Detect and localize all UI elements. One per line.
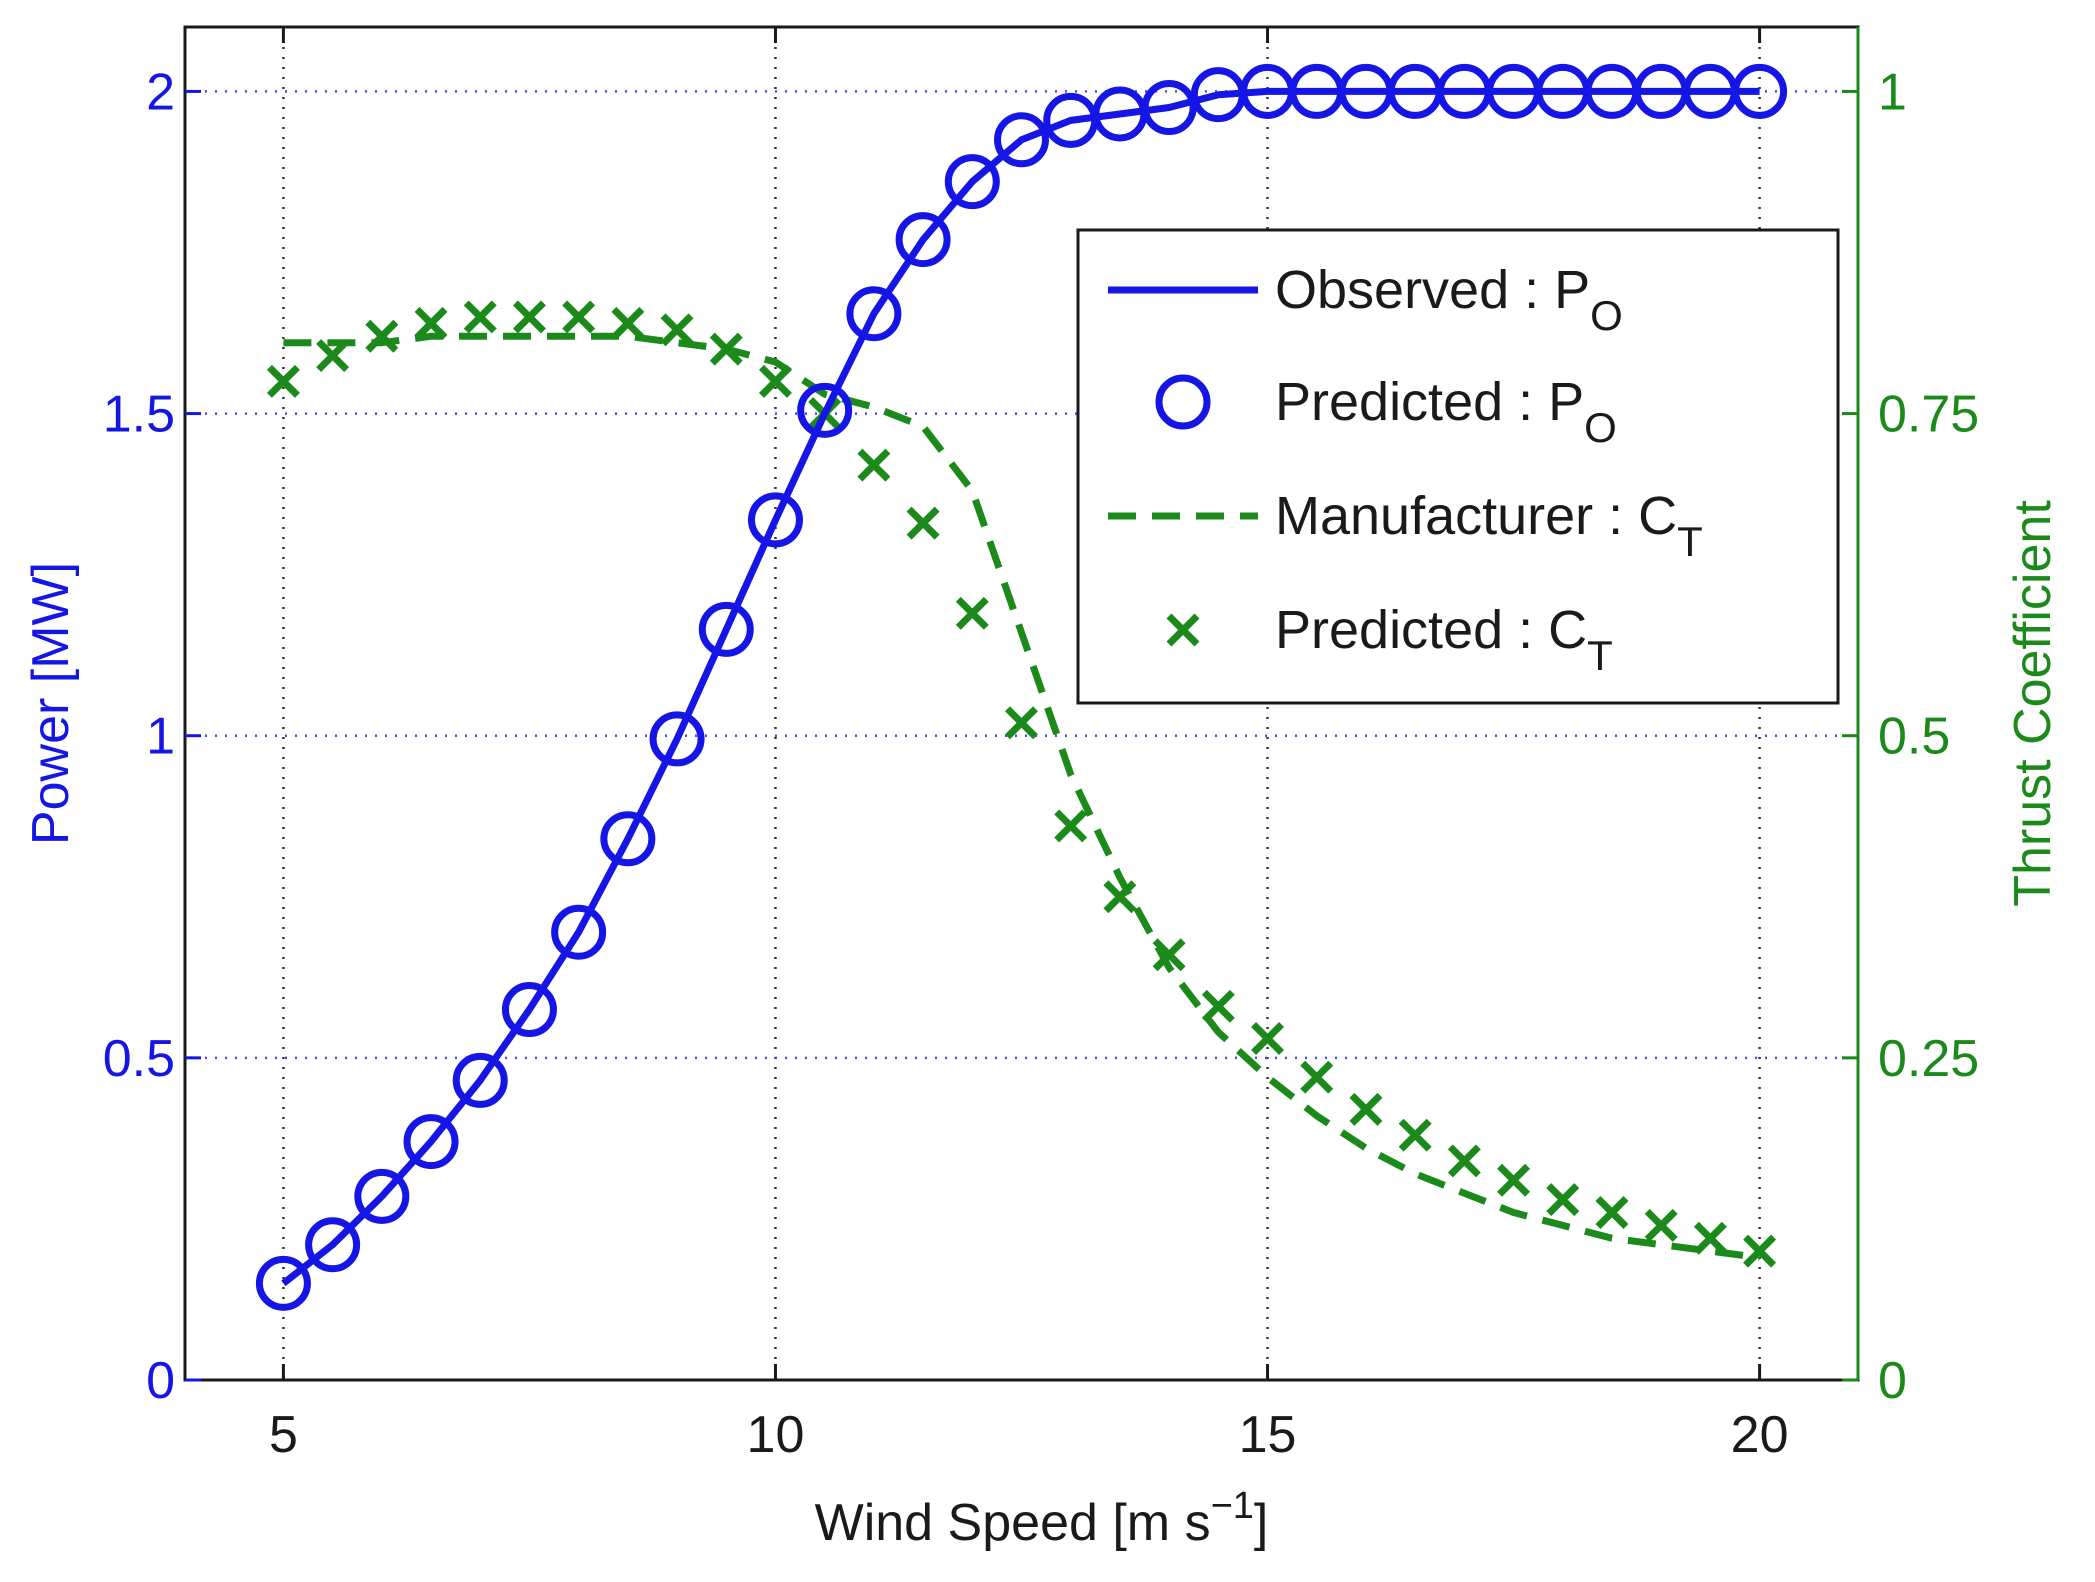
manufacturer-ct-line bbox=[283, 332, 1761, 1262]
predicted-po-marker bbox=[403, 1114, 459, 1170]
predicted-po-marker bbox=[797, 382, 853, 438]
predicted-ct-marker bbox=[758, 364, 792, 398]
predicted-ct-marker bbox=[1743, 1234, 1777, 1268]
legend-entry: Predicted : PO bbox=[1155, 372, 1617, 451]
predicted-po-marker bbox=[255, 1255, 311, 1311]
legend-label-main: Predicted : C bbox=[1275, 600, 1587, 660]
predicted-ct-marker bbox=[1447, 1144, 1481, 1178]
predicted-po-marker bbox=[846, 286, 902, 342]
legend-label: Manufacturer : CT bbox=[1275, 486, 1703, 565]
legend-label-subscript: T bbox=[1677, 518, 1703, 565]
x-tick-label: 15 bbox=[1239, 1406, 1297, 1464]
x-tick-label: 5 bbox=[269, 1406, 298, 1464]
predicted-ct-marker bbox=[660, 313, 694, 347]
predicted-ct-marker bbox=[1497, 1163, 1531, 1197]
legend-label-subscript: T bbox=[1587, 632, 1613, 679]
x-axis-title-superscript: −1 bbox=[1211, 1485, 1254, 1527]
x-tick-label: 10 bbox=[747, 1406, 805, 1464]
predicted-ct-marker bbox=[709, 332, 743, 366]
predicted-ct-marker bbox=[1349, 1092, 1383, 1126]
predicted-ct-marker bbox=[1693, 1221, 1727, 1255]
legend-label-subscript: O bbox=[1584, 404, 1617, 451]
predicted-ct-marker bbox=[1201, 989, 1235, 1023]
predicted-ct-marker bbox=[1595, 1196, 1629, 1229]
predicted-ct-marker bbox=[266, 364, 300, 398]
predicted-ct-marker bbox=[316, 339, 350, 373]
predicted-ct-marker bbox=[955, 596, 989, 630]
y-right-tick-label: 0.25 bbox=[1878, 1030, 1979, 1088]
predicted-ct-marker bbox=[414, 306, 448, 340]
predicted-po-marker bbox=[698, 601, 754, 657]
legend-entry: Manufacturer : CT bbox=[1108, 486, 1703, 565]
predicted-po-marker bbox=[1141, 80, 1197, 136]
predicted-ct-marker bbox=[1300, 1060, 1334, 1094]
predicted-ct-marker bbox=[611, 306, 645, 340]
y-right-tick-label: 0 bbox=[1878, 1352, 1907, 1410]
predicted-po-marker bbox=[1732, 63, 1788, 119]
y-left-tick-label: 0 bbox=[146, 1352, 175, 1410]
predicted-ct-marker bbox=[1103, 880, 1137, 914]
predicted-po-marker bbox=[501, 982, 557, 1038]
y-left-tick-label: 1.5 bbox=[103, 386, 175, 444]
legend-label: Predicted : CT bbox=[1275, 600, 1613, 679]
predicted-ct-marker bbox=[512, 300, 546, 334]
predicted-ct-marker bbox=[857, 448, 891, 482]
x-axis-title-main: Wind Speed [m s bbox=[815, 1494, 1211, 1552]
legend-entry: Predicted : CT bbox=[1166, 600, 1613, 679]
x-tick-label: 20 bbox=[1731, 1406, 1789, 1464]
y-right-tick-label: 0.75 bbox=[1878, 386, 1979, 444]
predicted-po-marker bbox=[551, 904, 607, 960]
y-left-tick-label: 2 bbox=[146, 63, 175, 121]
predicted-ct-marker bbox=[463, 300, 497, 334]
predicted-po-marker bbox=[994, 112, 1049, 168]
predicted-po-marker bbox=[747, 492, 803, 548]
predicted-ct-marker bbox=[1644, 1208, 1678, 1242]
y-left-tick-label: 0.5 bbox=[103, 1030, 175, 1088]
legend-label-subscript: O bbox=[1590, 292, 1623, 339]
y-axis-left-title: Power [MW] bbox=[22, 562, 80, 845]
legend-label-main: Predicted : P bbox=[1275, 372, 1584, 432]
legend-entry: Observed : PO bbox=[1108, 260, 1623, 339]
predicted-ct-marker bbox=[1005, 706, 1038, 740]
y-left-tick-label: 1 bbox=[146, 708, 175, 766]
legend-swatch-cross bbox=[1166, 613, 1200, 647]
predicted-po-marker bbox=[895, 212, 951, 268]
legend-swatch-circle bbox=[1155, 374, 1211, 430]
observed-po-line bbox=[281, 87, 1760, 1287]
predicted-po-marker bbox=[600, 811, 656, 867]
legend-label-main: Observed : P bbox=[1275, 260, 1590, 320]
predicted-po-marker bbox=[452, 1052, 508, 1108]
series-layer bbox=[255, 63, 1788, 1311]
predicted-ct-marker bbox=[562, 300, 596, 334]
legend-label: Predicted : PO bbox=[1275, 372, 1617, 451]
predicted-po-marker bbox=[649, 711, 705, 767]
legend-label: Observed : PO bbox=[1275, 260, 1623, 339]
x-axis-title-end: ] bbox=[1254, 1494, 1268, 1552]
predicted-ct-marker bbox=[1398, 1118, 1432, 1152]
predicted-ct-marker bbox=[1054, 809, 1088, 843]
predicted-ct-marker bbox=[365, 319, 399, 353]
predicted-po-marker bbox=[305, 1217, 361, 1273]
predicted-ct-marker bbox=[1251, 1022, 1285, 1056]
legend-box bbox=[1076, 228, 1840, 705]
y-right-tick-label: 1 bbox=[1878, 63, 1907, 121]
predicted-po-marker bbox=[944, 154, 1000, 210]
x-axis-title: Wind Speed [m s−1] bbox=[815, 1485, 1269, 1552]
predicted-po-marker bbox=[354, 1168, 410, 1224]
predicted-ct-marker bbox=[906, 506, 940, 540]
y-axis-right-title: Thrust Coefficient bbox=[2004, 500, 2062, 907]
predicted-ct-marker bbox=[1546, 1183, 1580, 1217]
legend-label-main: Manufacturer : C bbox=[1275, 486, 1677, 546]
y-right-tick-label: 0.5 bbox=[1878, 708, 1950, 766]
predicted-ct-marker bbox=[1152, 938, 1186, 972]
